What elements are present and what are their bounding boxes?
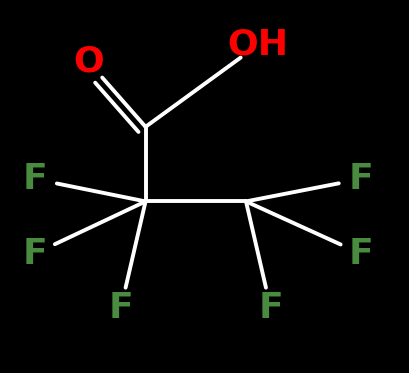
Text: F: F bbox=[348, 162, 372, 196]
Text: F: F bbox=[258, 291, 282, 325]
Text: F: F bbox=[108, 291, 133, 325]
Text: OH: OH bbox=[227, 28, 288, 62]
Text: F: F bbox=[348, 236, 372, 271]
Text: F: F bbox=[22, 162, 47, 196]
Text: O: O bbox=[73, 44, 103, 79]
Text: F: F bbox=[22, 236, 47, 271]
